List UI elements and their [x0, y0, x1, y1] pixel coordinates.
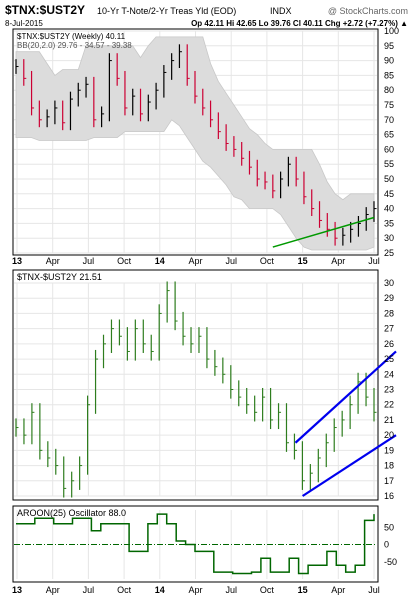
y-tick-label: 16	[384, 491, 394, 501]
spread-legend: $TNX-$UST2Y 21.51	[17, 272, 102, 282]
x-tick-label: Oct	[260, 585, 275, 595]
support-line	[272, 216, 375, 248]
x-tick-label: Jul	[83, 585, 95, 595]
y-tick-label: 23	[384, 385, 394, 395]
date-label: 8-Jul-2015	[5, 19, 43, 28]
x-tick-label: Jul	[368, 585, 380, 595]
x-tick-label: 14	[155, 585, 165, 595]
aroon-oscillator-line	[16, 513, 375, 575]
y-tick-label: 25	[384, 354, 394, 364]
y-tick-label: 65	[384, 130, 394, 140]
y-tick-label: 90	[384, 56, 394, 66]
copyright: @ StockCharts.com	[328, 6, 408, 16]
x-tick-label: 14	[155, 256, 165, 266]
quote-line: Op 42.11 Hi 42.65 Lo 39.76 Cl 40.11 Chg …	[191, 19, 408, 28]
x-tick-label: Apr	[188, 585, 202, 595]
x-tick-label: Oct	[260, 256, 275, 266]
y-tick-label: 40	[384, 204, 394, 214]
y-tick-label: 70	[384, 115, 394, 125]
y-tick-label: 25	[384, 248, 394, 258]
trend-lines	[272, 216, 397, 497]
y-tick-label: 50	[384, 174, 394, 184]
symbol-name: 10-Yr T-Note/2-Yr Treas Yld (EOD)	[97, 6, 236, 16]
x-tick-label: 15	[298, 585, 308, 595]
y-tick-label: 95	[384, 41, 394, 51]
y-tick-label: 30	[384, 278, 394, 288]
y-tick-label: 85	[384, 70, 394, 80]
y-tick-label: 45	[384, 189, 394, 199]
y-tick-label: 21	[384, 415, 394, 425]
y-tick-label: 30	[384, 233, 394, 243]
y-tick-label: 80	[384, 85, 394, 95]
y-tick-label: 55	[384, 159, 394, 169]
x-tick-label: Apr	[331, 256, 345, 266]
y-tick-label: 28	[384, 308, 394, 318]
x-tick-label: Jul	[83, 256, 95, 266]
y-tick-label: 100	[384, 26, 399, 36]
exchange-label: INDX	[270, 6, 292, 16]
aroon-line	[16, 513, 375, 575]
x-tick-label: Oct	[117, 585, 132, 595]
y-tick-label: 18	[384, 461, 394, 471]
y-tick-label: 27	[384, 324, 394, 334]
y-tick-label: 24	[384, 369, 394, 379]
x-tick-label: Oct	[117, 256, 132, 266]
x-tick-label: Apr	[46, 585, 60, 595]
y-tick-label: 29	[384, 293, 394, 303]
aroon-legend: AROON(25) Oscillator 88.0	[17, 508, 126, 518]
y-tick-label: 20	[384, 430, 394, 440]
bb-legend: BB(20,2.0) 29.76 - 34.57 - 39.38	[17, 41, 132, 50]
y-tick-label: 17	[384, 476, 394, 486]
symbol-title: $TNX:$UST2Y	[5, 3, 85, 17]
channel-line-lower	[301, 434, 397, 497]
axis-labels: 13 13 Apr Apr Jul Jul Oct Oct 14 14 Apr Apr Jul Jul Oc…	[12, 26, 399, 595]
x-tick-label: Jul	[225, 256, 237, 266]
y-tick-label: 60	[384, 144, 394, 154]
y-tick-label: 50	[384, 522, 394, 532]
x-tick-label: 13	[12, 585, 22, 595]
y-tick-label: -50	[384, 557, 397, 567]
x-tick-label: 15	[298, 256, 308, 266]
x-tick-label: Apr	[46, 256, 60, 266]
x-tick-label: Apr	[331, 585, 345, 595]
y-tick-label: 0	[384, 540, 389, 550]
y-tick-label: 35	[384, 218, 394, 228]
bollinger-band	[15, 36, 375, 251]
bb-envelope	[15, 36, 375, 251]
price-legend: $TNX:$UST2Y (Weekly) 40.11	[17, 32, 126, 41]
x-tick-label: Apr	[188, 256, 202, 266]
channel-line-upper	[294, 350, 397, 444]
y-tick-label: 19	[384, 445, 394, 455]
y-tick-label: 26	[384, 339, 394, 349]
y-tick-label: 75	[384, 100, 394, 110]
x-tick-label: Jul	[368, 256, 380, 266]
y-tick-label: 22	[384, 400, 394, 410]
price-bars	[15, 44, 377, 246]
x-tick-label: 13	[12, 256, 22, 266]
spread-bars	[15, 281, 377, 498]
x-tick-label: Jul	[225, 585, 237, 595]
